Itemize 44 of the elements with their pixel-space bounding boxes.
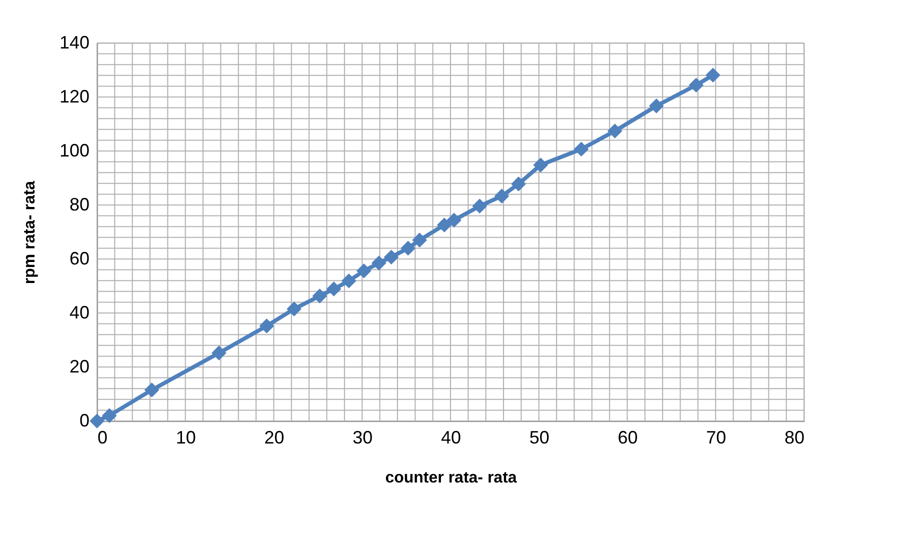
y-tick-label: 0	[79, 410, 90, 430]
point	[372, 256, 386, 270]
point	[90, 414, 104, 428]
y-tick-label: 140	[59, 32, 90, 52]
point	[706, 68, 720, 83]
x-tick-label: 60	[618, 428, 638, 448]
y-tick-label: 100	[59, 140, 90, 160]
point	[607, 124, 622, 138]
point	[472, 198, 488, 214]
point	[400, 240, 416, 256]
point	[384, 250, 399, 265]
y-tick-label: 80	[69, 194, 90, 214]
point	[356, 263, 372, 278]
point	[574, 142, 589, 157]
point	[412, 232, 427, 248]
y-tick-label: 120	[59, 86, 90, 106]
point	[286, 302, 302, 316]
x-axis-title: counter rata- rata	[385, 470, 517, 486]
x-tick-label: 50	[529, 428, 550, 448]
point	[102, 408, 117, 424]
point	[341, 273, 356, 288]
point	[326, 282, 342, 296]
x-tick-label: 0	[98, 428, 108, 448]
x-tick-label: 80	[784, 428, 804, 448]
point	[144, 382, 160, 398]
y-tick-label: 20	[69, 356, 90, 376]
y-tick-label: 60	[69, 248, 90, 268]
x-tick-label: 30	[352, 428, 373, 448]
point	[533, 158, 548, 172]
point	[511, 176, 526, 192]
point	[436, 218, 452, 232]
point	[649, 98, 664, 114]
point	[312, 288, 328, 304]
point	[212, 346, 226, 360]
x-tick-label: 70	[706, 428, 726, 448]
point	[446, 212, 462, 228]
y-axis-title: rpm rata- rata	[21, 180, 38, 284]
point	[494, 188, 510, 204]
point	[688, 78, 704, 93]
x-tick-label: 10	[176, 428, 196, 448]
y-tick-label: 40	[69, 302, 90, 322]
point	[259, 318, 274, 334]
x-tick-label: 40	[440, 428, 462, 448]
x-tick-label: 20	[264, 428, 284, 448]
